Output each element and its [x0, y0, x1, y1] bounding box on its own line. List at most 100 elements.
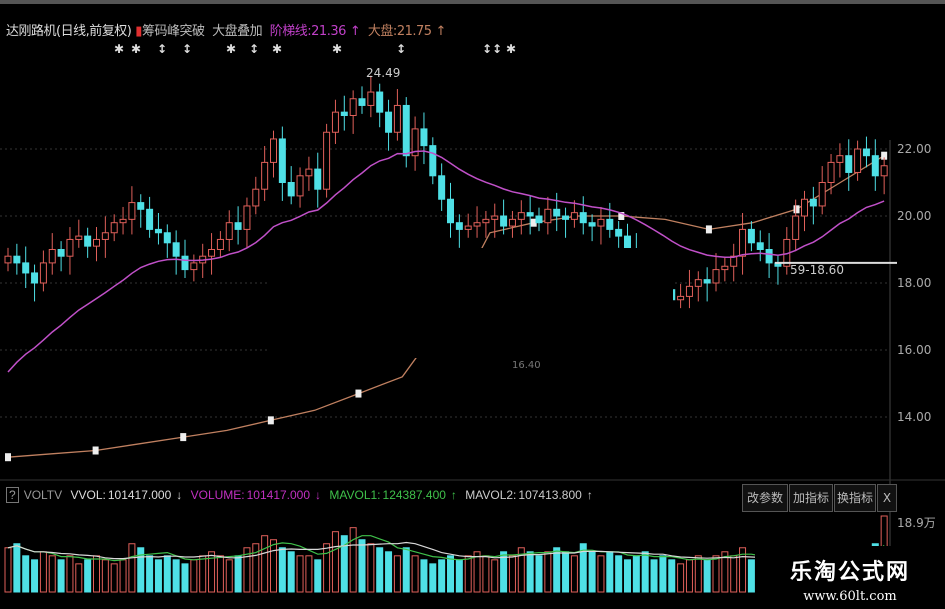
candle-body: [845, 155, 853, 173]
candle-body: [270, 138, 277, 163]
moving-average-line: [7, 150, 885, 373]
mavol2-label: MAVOL2:: [465, 488, 517, 502]
candle-body: [606, 218, 614, 230]
mavol1-label: MAVOL1:: [329, 488, 381, 502]
vvol-label: VVOL:: [70, 488, 106, 502]
candle-body: [234, 222, 242, 230]
overlay-marker: [705, 225, 712, 234]
candle-body: [110, 222, 118, 234]
mavol1-line: [7, 535, 885, 562]
volume-bar: [331, 531, 339, 593]
signal-marker: ↕: [157, 42, 168, 56]
candle-body: [243, 205, 251, 230]
signal-marker: ✱: [131, 42, 142, 56]
volume-bar: [570, 555, 578, 593]
candle-body: [358, 98, 366, 106]
candle-body: [13, 255, 21, 264]
signal-marker: ✱: [506, 42, 517, 56]
mavol2-value: 107413.800: [518, 488, 582, 502]
market-label: 大盘:: [367, 24, 397, 39]
volume-bar: [367, 543, 375, 593]
up-arrow-icon: ↑: [586, 488, 593, 502]
candle-body: [703, 279, 711, 284]
overlay-marker: [267, 416, 274, 425]
volume-value: 101417.000: [246, 488, 311, 502]
volume-bar: [544, 551, 552, 593]
volume-bar: [491, 559, 499, 593]
candle-body: [163, 232, 171, 244]
candle-body: [190, 262, 198, 271]
volume-bar: [553, 547, 561, 593]
candle-body: [482, 218, 490, 224]
candle-body: [305, 168, 313, 177]
candle-body: [93, 238, 100, 247]
volume-bar: [385, 551, 393, 593]
watermark-name: 乐淘公式网: [789, 560, 910, 585]
signal-marker: ✱: [272, 42, 283, 56]
volume-bar: [517, 547, 525, 593]
volume-bar: [199, 555, 207, 593]
switch-indicator-button[interactable]: 换指标: [834, 484, 876, 512]
candle-body: [225, 222, 233, 240]
candle-body: [216, 238, 224, 250]
volume-bar: [137, 547, 145, 593]
volume-bar: [402, 547, 410, 593]
volume-bar: [128, 543, 136, 593]
volume-bar: [641, 551, 649, 593]
overlay-marker: [355, 389, 362, 398]
signal-marker: ✱: [114, 42, 125, 56]
close-button[interactable]: X: [877, 484, 897, 512]
overlay-marker: [530, 218, 537, 227]
volume-bar: [703, 559, 711, 593]
overlay-name: 大盘叠加: [212, 24, 263, 39]
candle-body: [296, 175, 304, 197]
high-annotation: 24.49: [366, 66, 401, 80]
candle-body: [880, 165, 888, 177]
volume-bar: [261, 535, 269, 593]
volume-bar: [66, 555, 74, 593]
volume-bar: [340, 535, 348, 593]
signal-marker: ↕: [249, 42, 260, 56]
volume-bar: [252, 543, 260, 593]
candle-body: [765, 249, 773, 264]
flag-icon: ▮: [135, 24, 142, 39]
volume-bar: [48, 555, 56, 593]
candle-body: [447, 198, 454, 224]
volume-bar: [296, 555, 304, 593]
candle-body: [314, 168, 322, 190]
volume-bar: [57, 559, 65, 593]
candle-body: [508, 218, 516, 227]
volume-bar: [438, 559, 446, 593]
candle-body: [119, 218, 127, 224]
volume-bar: [685, 559, 693, 593]
signal-markers: ✱ ✱ ↕ ↕ ✱ ↕ ✱ ✱ ↕ ↕↕ ✱: [0, 42, 890, 58]
candle-body: [712, 269, 720, 284]
candle-body: [208, 249, 216, 257]
volume-bar: [739, 547, 747, 593]
add-indicator-button[interactable]: 加指标: [789, 484, 833, 512]
y-tick: 14.00: [897, 410, 932, 424]
signal-marker: ↕↕: [482, 42, 503, 56]
volume-axis-max: 18.9万: [897, 516, 936, 530]
y-tick: 20.00: [897, 209, 932, 223]
candle-body: [491, 215, 499, 220]
volume-bar: [75, 563, 83, 593]
candle-body: [261, 161, 269, 190]
volume-bar: [323, 543, 331, 593]
chart-title-bar: 达刚路机(日线,前复权) ▮筹码峰突破 大盘叠加 阶梯线:21.36 ↑ 大盘:21…: [6, 20, 450, 39]
overlay-marker: [180, 433, 187, 442]
volume-bar: [234, 555, 242, 593]
volume-header: ? VOLTV VVOL: 101417.000 ↓ VOLUME: 101417.00…: [6, 487, 598, 503]
volume-bar: [278, 547, 286, 593]
overlay-marker: [92, 446, 99, 455]
mavol2-line: [7, 541, 885, 560]
signal-marker: ↕: [182, 42, 193, 56]
edit-params-button[interactable]: 改参数: [742, 484, 788, 512]
overlay-marker: [5, 453, 11, 462]
watermark: 乐淘公式网 www.60lt.com: [755, 546, 945, 609]
market-arrow-icon: ↑: [435, 24, 447, 39]
volume-bar: [482, 555, 490, 593]
help-button[interactable]: ?: [6, 487, 19, 503]
candle-body: [101, 232, 109, 240]
volume-bar: [694, 555, 702, 593]
